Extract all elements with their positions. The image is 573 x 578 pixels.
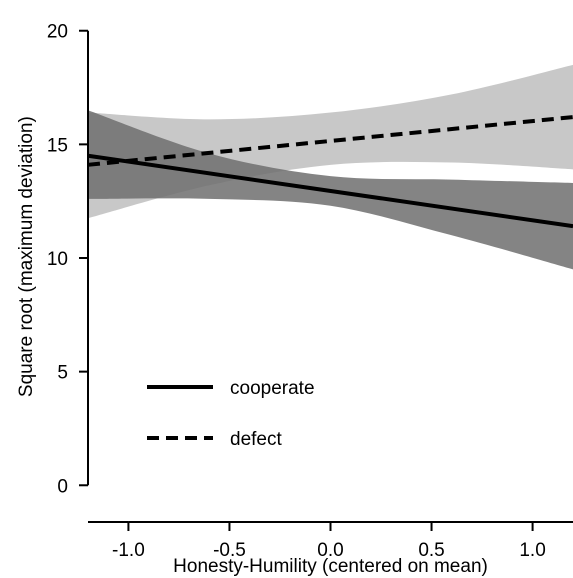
y-tick-label: 0: [57, 476, 68, 497]
y-axis-label: Square root (maximum deviation): [16, 116, 37, 397]
y-tick-label: 5: [57, 363, 68, 384]
x-tick-label: 1.0: [519, 540, 545, 561]
x-axis-label: Honesty-Humility (centered on mean): [173, 556, 488, 577]
x-tick-label: -1.0: [112, 540, 145, 561]
cooperate-line: [87, 153, 573, 229]
axes: 0 5 10 15 20 -1.0 -0.5 0.0 0.5 1.0: [47, 22, 573, 561]
legend: cooperate defect: [147, 378, 315, 450]
x-tick-label: 0.5: [418, 540, 444, 561]
y-tick-label: 10: [47, 249, 68, 270]
y-tick-label: 20: [47, 22, 68, 43]
x-tick-label: 0.0: [317, 540, 343, 561]
y-tick-label: 15: [47, 135, 68, 156]
regression-lines: [87, 115, 573, 229]
legend-defect-label: defect: [230, 429, 282, 450]
x-tick-label: -0.5: [213, 540, 246, 561]
defect-line: [87, 115, 573, 167]
legend-cooperate-label: cooperate: [230, 378, 315, 399]
